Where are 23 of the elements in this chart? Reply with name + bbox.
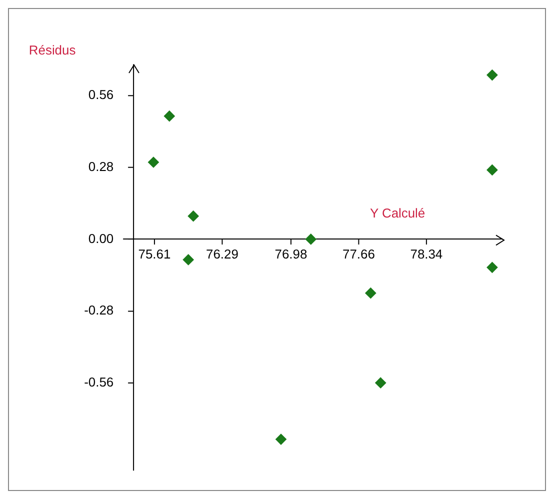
y-axis-title: Résidus <box>28 42 76 58</box>
point <box>486 262 498 273</box>
x-tick-label: 76.29 <box>206 246 238 262</box>
y-tick-label: 0.00 <box>88 230 114 246</box>
point <box>182 254 194 266</box>
x-tick-label: 76.98 <box>274 246 308 262</box>
x-tick-label: 77.66 <box>342 246 375 262</box>
x-tick-label: 78.34 <box>410 246 443 262</box>
y-tick-label: 0.56 <box>88 87 114 102</box>
point <box>305 234 316 245</box>
point <box>164 110 175 122</box>
point <box>188 210 199 222</box>
x-tick-label: 75.61 <box>138 246 171 262</box>
point <box>276 434 286 445</box>
x-axis-title: Y Calculé <box>370 206 426 221</box>
point <box>148 156 159 168</box>
y-tick-label: -0.56 <box>84 374 114 390</box>
point <box>486 70 498 81</box>
y-tick-label: 0.28 <box>88 158 114 174</box>
point <box>365 288 376 299</box>
point <box>486 164 498 176</box>
point <box>375 377 386 388</box>
y-tick-label: -0.28 <box>84 302 114 318</box>
